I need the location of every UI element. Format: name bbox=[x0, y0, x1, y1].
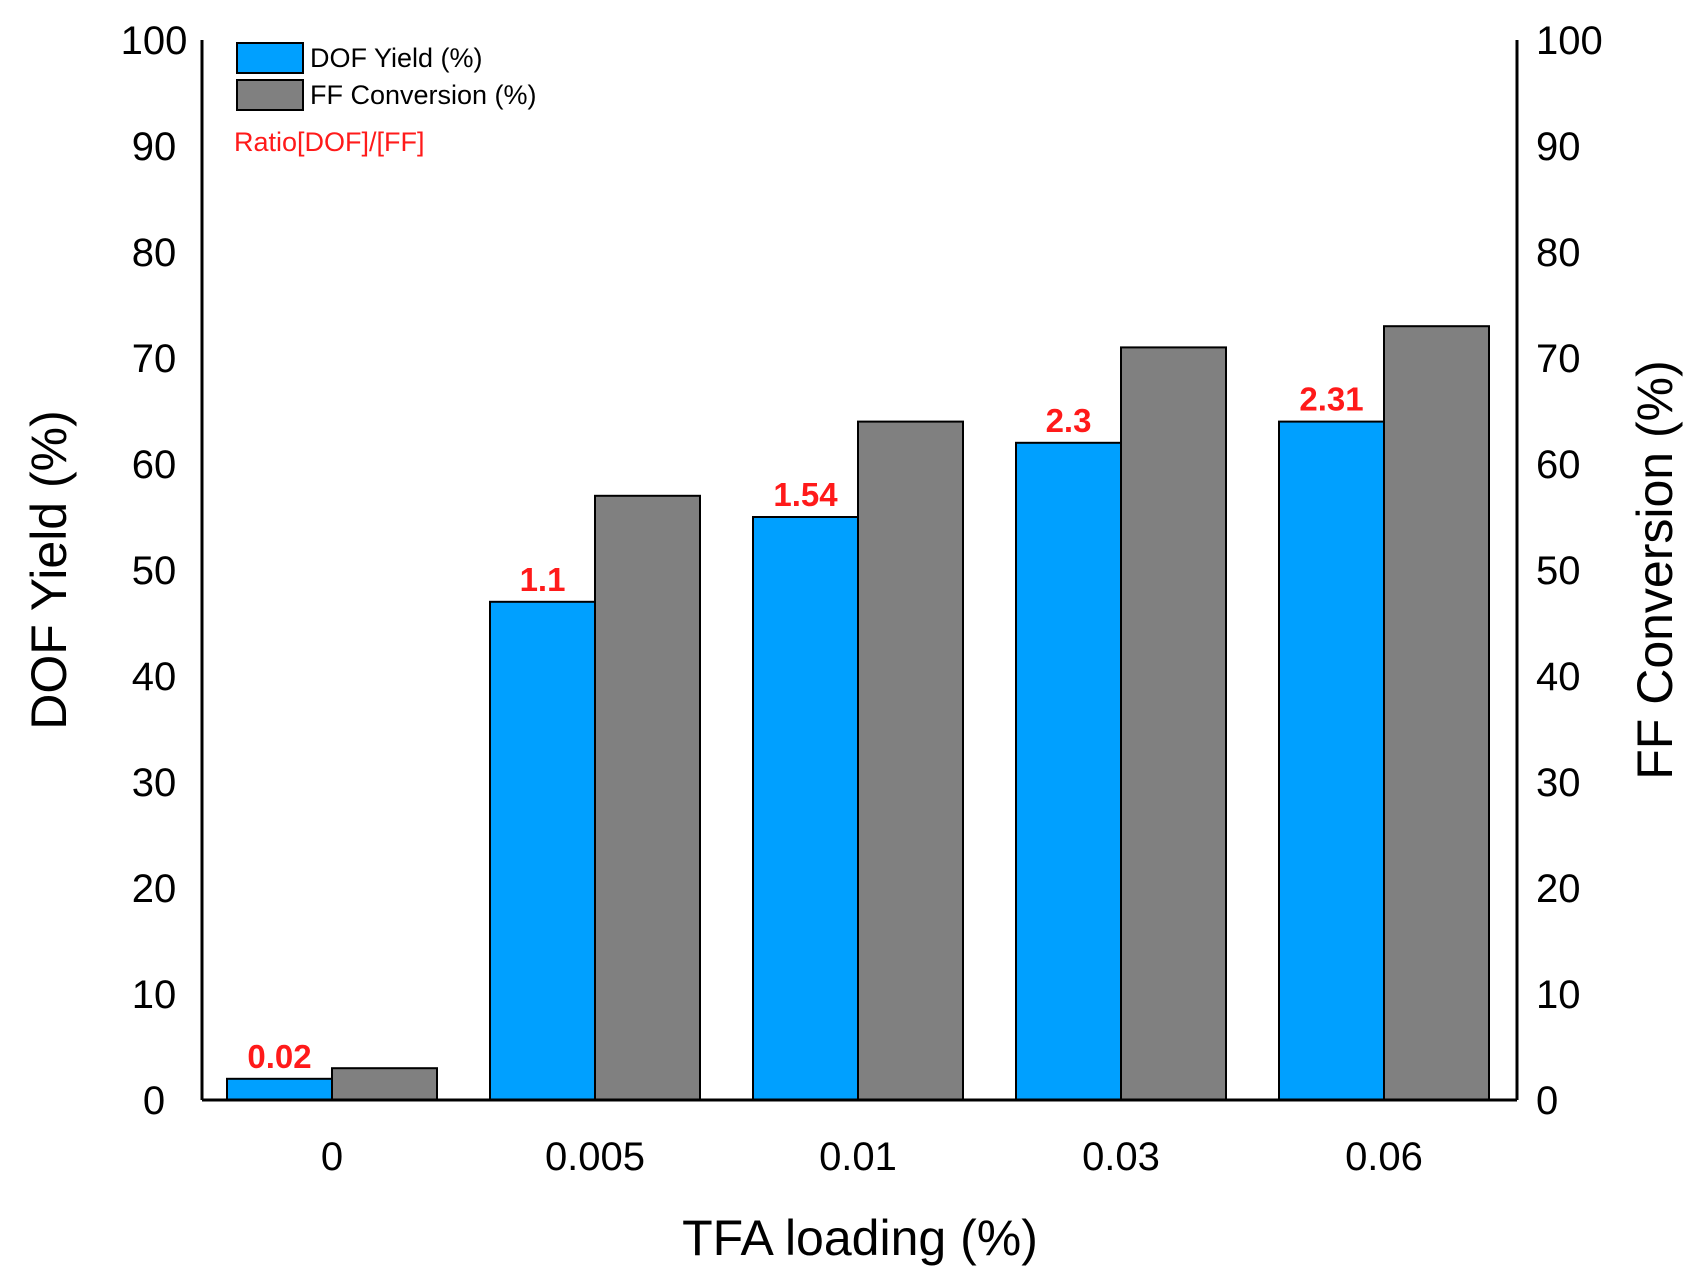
y-tick-label: 0 bbox=[143, 1079, 165, 1123]
bar-dof-yield bbox=[1015, 441, 1122, 1101]
y2-tick-label: 90 bbox=[1536, 125, 1581, 169]
ratio-label: 1.1 bbox=[520, 561, 566, 598]
x-tick-label: 0 bbox=[321, 1135, 343, 1179]
y-tick-label: 80 bbox=[132, 231, 177, 275]
y-tick-label: 70 bbox=[132, 337, 177, 381]
y-axis-title: DOF Yield (%) bbox=[21, 410, 77, 730]
ticks-layer: 0 0 10 10 20 20 30 30 40 40 50 50 60 60 70 70 80 80 90 90 10… bbox=[121, 19, 1603, 1123]
y2-tick-label: 50 bbox=[1536, 549, 1581, 593]
y2-tick-label: 80 bbox=[1536, 231, 1581, 275]
axes-layer bbox=[200, 40, 1519, 1102]
legend-swatch-ff-conversion bbox=[236, 79, 304, 111]
ratio-label: 2.3 bbox=[1046, 402, 1092, 439]
y-tick-label: 40 bbox=[132, 655, 177, 699]
ratio-label: 2.31 bbox=[1299, 381, 1363, 418]
bar-dof-yield bbox=[752, 516, 859, 1101]
bar-dof-yield bbox=[1278, 420, 1385, 1102]
y2-tick-label: 30 bbox=[1536, 761, 1581, 805]
y2-tick-label: 0 bbox=[1536, 1079, 1558, 1123]
y-tick-label: 60 bbox=[132, 443, 177, 487]
bar-dof-yield bbox=[489, 600, 596, 1101]
y-tick-label: 20 bbox=[132, 867, 177, 911]
bars-layer bbox=[226, 325, 1490, 1102]
x-tick-label: 0.06 bbox=[1345, 1135, 1423, 1179]
x-tick-label: 0.005 bbox=[545, 1135, 645, 1179]
x-axis-title: TFA loading (%) bbox=[682, 1210, 1038, 1266]
legend-swatch-dof-yield bbox=[236, 42, 304, 74]
y2-tick-label: 10 bbox=[1536, 973, 1581, 1017]
y2-tick-label: 20 bbox=[1536, 867, 1581, 911]
y2-tick-label: 60 bbox=[1536, 443, 1581, 487]
y2-tick-label: 40 bbox=[1536, 655, 1581, 699]
bar-ff-conversion bbox=[594, 494, 701, 1101]
x-tick-label: 0.03 bbox=[1082, 1135, 1160, 1179]
ratio-label: 1.54 bbox=[773, 476, 838, 513]
ratio-label: 0.02 bbox=[247, 1038, 311, 1075]
y2-axis-title: FF Conversion (%) bbox=[1627, 360, 1683, 780]
bar-ff-conversion bbox=[1383, 325, 1490, 1101]
bar-ff-conversion bbox=[857, 420, 964, 1102]
y2-tick-label: 100 bbox=[1536, 19, 1603, 63]
y-tick-label: 30 bbox=[132, 761, 177, 805]
y-tick-label: 10 bbox=[132, 973, 177, 1017]
y2-tick-label: 70 bbox=[1536, 337, 1581, 381]
bar-ff-conversion bbox=[1120, 346, 1227, 1101]
x-tick-label: 0.01 bbox=[819, 1135, 897, 1179]
y-tick-label: 90 bbox=[132, 125, 177, 169]
y-tick-label: 100 bbox=[121, 19, 188, 63]
bar-ff-conversion bbox=[331, 1067, 438, 1101]
labels-layer: 0 0.02 0.005 1.1 0.01 1.54 0.03 2.3 0.06 2.31 bbox=[247, 381, 1423, 1179]
legend-label-dof-yield: DOF Yield (%) bbox=[310, 43, 483, 73]
y-tick-label: 50 bbox=[132, 549, 177, 593]
ratio-legend-title: Ratio[DOF]/[FF] bbox=[234, 127, 425, 157]
bar-dof-yield bbox=[226, 1077, 333, 1102]
legend: DOF Yield (%) FF Conversion (%) Ratio[DO… bbox=[234, 42, 537, 157]
legend-label-ff-conversion: FF Conversion (%) bbox=[310, 80, 537, 110]
